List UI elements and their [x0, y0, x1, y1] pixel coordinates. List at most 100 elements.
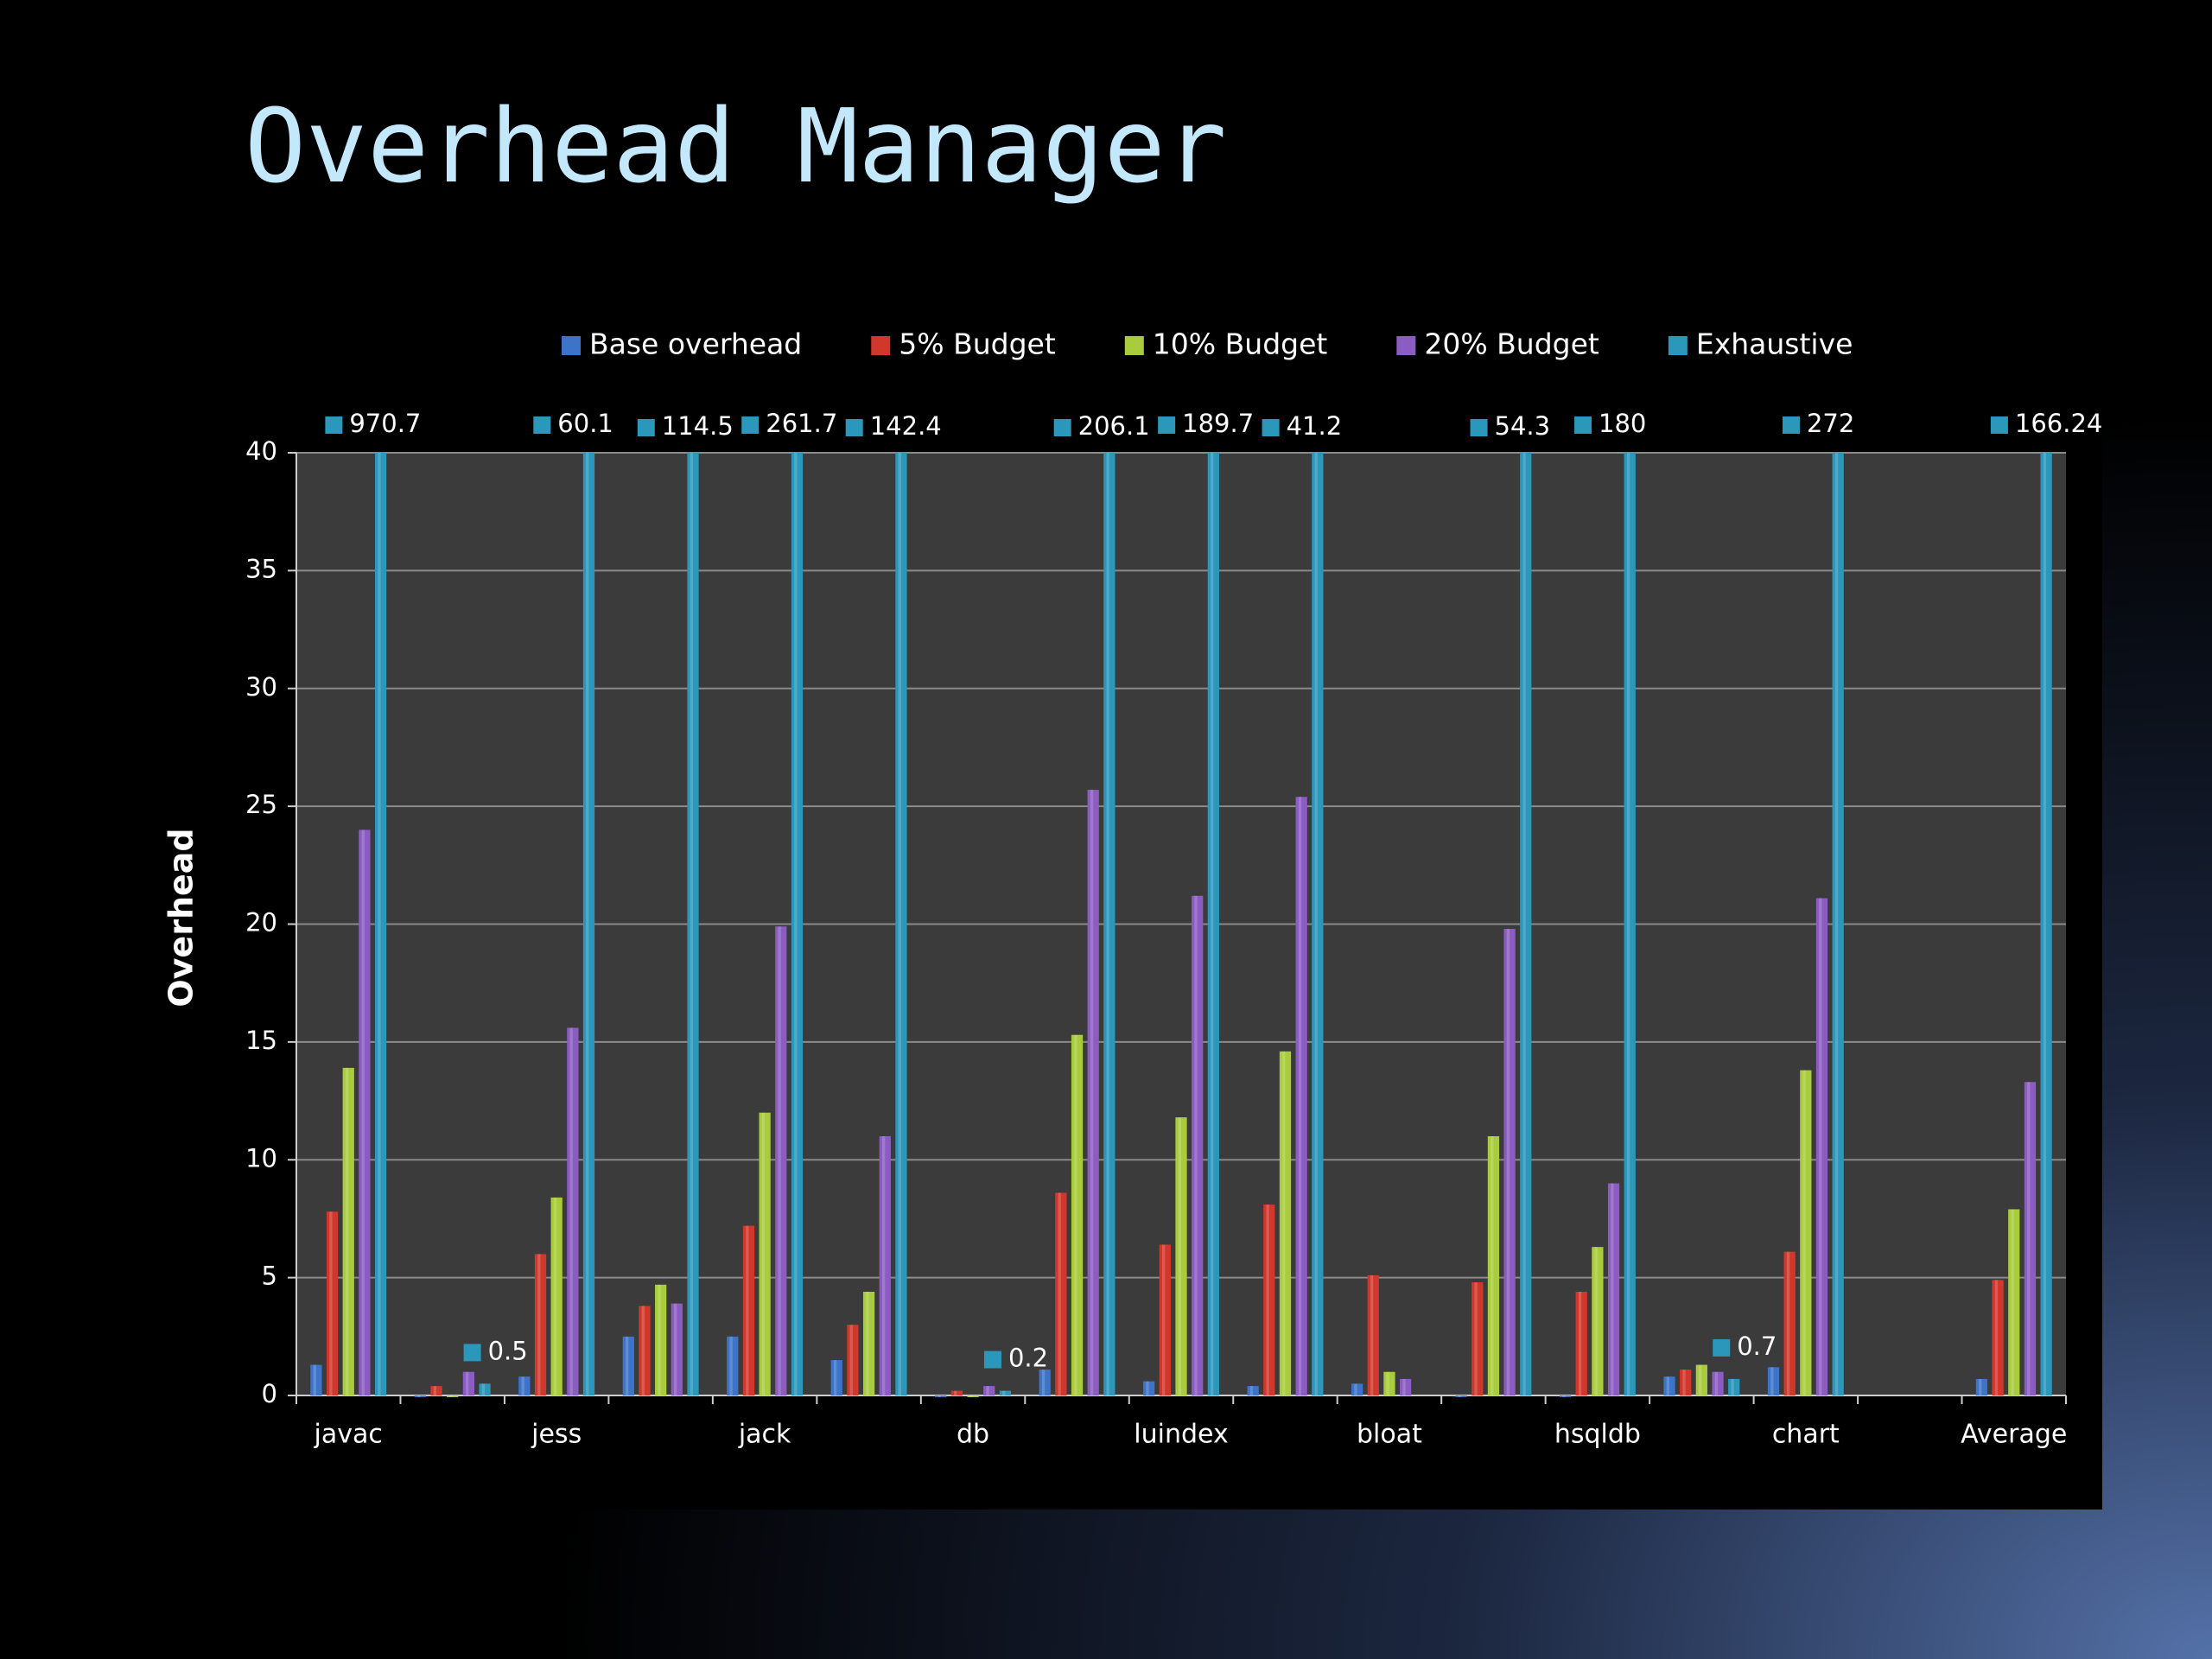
x-tick-label: Average	[1961, 1420, 2067, 1450]
bar	[1279, 1051, 1292, 1395]
bar-highlight	[1522, 453, 1526, 1395]
bar	[1087, 790, 1099, 1395]
bar-highlight	[1249, 1386, 1254, 1395]
bar-highlight	[1802, 1070, 1806, 1395]
bar-highlight	[625, 1336, 629, 1395]
data-label: 54.3	[1495, 411, 1551, 441]
data-label: 0.2	[1008, 1344, 1048, 1373]
bar	[775, 926, 787, 1395]
bar-highlight	[537, 1254, 541, 1395]
bar-highlight	[1002, 1390, 1006, 1395]
bar	[1695, 1364, 1707, 1395]
label-marker	[1158, 416, 1176, 434]
bar-highlight	[1370, 1274, 1374, 1395]
bar	[1712, 1371, 1724, 1395]
x-tick-label: jack	[738, 1420, 791, 1450]
bar-highlight	[898, 453, 901, 1395]
x-tick-label: db	[957, 1420, 989, 1450]
bar	[879, 1135, 891, 1395]
y-tick-label: 25	[245, 790, 277, 819]
bar-highlight	[849, 1325, 853, 1395]
bar-highlight	[1491, 1135, 1494, 1395]
data-label: 0.7	[1737, 1332, 1777, 1361]
bar	[742, 1225, 755, 1395]
bar	[1992, 1280, 2004, 1395]
bar	[1663, 1376, 1675, 1395]
bar	[1559, 1395, 1572, 1397]
legend-label: 20% Budget	[1424, 327, 1599, 361]
bar	[2040, 453, 2052, 1395]
bar-highlight	[986, 1386, 989, 1395]
bar-highlight	[1211, 453, 1214, 1395]
data-label: 970.7	[349, 409, 421, 438]
bar-highlight	[1731, 1378, 1734, 1395]
bar	[462, 1371, 475, 1395]
bar-highlight	[521, 1376, 524, 1395]
bar	[1680, 1369, 1692, 1395]
bar	[1207, 453, 1219, 1395]
bar	[518, 1376, 531, 1395]
bar	[2008, 1209, 2020, 1395]
bar-highlight	[481, 1383, 486, 1395]
bar-highlight	[954, 1390, 957, 1395]
bar-highlight	[1578, 1291, 1582, 1395]
bar	[310, 1364, 322, 1395]
data-label: 0.5	[488, 1336, 528, 1365]
bar-highlight	[690, 453, 693, 1395]
bar-highlight	[1178, 1117, 1181, 1395]
bar-highlight	[1994, 1280, 1999, 1395]
bar-highlight	[449, 1395, 453, 1397]
bar	[1728, 1378, 1740, 1395]
bar	[1783, 1251, 1796, 1395]
bar	[655, 1284, 667, 1395]
bar	[1159, 1244, 1171, 1395]
bar	[639, 1306, 651, 1395]
label-marker	[325, 416, 343, 434]
label-marker	[637, 419, 655, 436]
bar-highlight	[866, 1291, 869, 1395]
bar-highlight	[746, 1225, 749, 1395]
bar-highlight	[2027, 1082, 2031, 1395]
bar-highlight	[1714, 1371, 1719, 1395]
data-label: 206.1	[1078, 411, 1150, 441]
bar-highlight	[569, 1027, 573, 1395]
bar-highlight	[2043, 453, 2047, 1395]
y-tick-label: 30	[245, 672, 277, 702]
bar	[1192, 895, 1204, 1395]
bar	[1520, 453, 1532, 1395]
data-label: 166.24	[2015, 409, 2102, 438]
legend-label: Base overhead	[589, 327, 802, 361]
bar-highlight	[674, 1303, 677, 1395]
bar-highlight	[1626, 453, 1630, 1395]
bar	[414, 1395, 426, 1397]
label-marker	[1713, 1338, 1731, 1357]
bar-highlight	[1106, 453, 1109, 1395]
data-label: 261.7	[766, 409, 837, 438]
bar-highlight	[466, 1371, 469, 1395]
bar-highlight	[553, 1197, 557, 1395]
bar-highlight	[881, 1135, 886, 1395]
bar-highlight	[313, 1364, 316, 1395]
bar	[1624, 453, 1636, 1395]
bar	[1975, 1378, 1988, 1395]
y-tick-label: 10	[245, 1143, 277, 1173]
bar	[1312, 453, 1324, 1395]
bar-highlight	[641, 1306, 645, 1395]
data-label: 189.7	[1182, 409, 1254, 438]
bar	[759, 1112, 771, 1395]
label-marker	[741, 416, 760, 434]
x-tick-label: hsqldb	[1554, 1420, 1641, 1450]
bar-highlight	[1298, 797, 1302, 1395]
bar	[1399, 1378, 1412, 1395]
data-label: 272	[1807, 409, 1854, 438]
bar	[830, 1360, 842, 1395]
x-tick-label: bloat	[1357, 1420, 1422, 1450]
legend-marker	[1124, 336, 1144, 355]
bar	[671, 1303, 683, 1395]
legend-marker	[1396, 336, 1416, 355]
bar-highlight	[1819, 898, 1822, 1395]
bar-highlight	[1666, 1376, 1670, 1395]
bar	[582, 453, 595, 1395]
bar	[326, 1211, 339, 1395]
bar-highlight	[1506, 928, 1510, 1395]
